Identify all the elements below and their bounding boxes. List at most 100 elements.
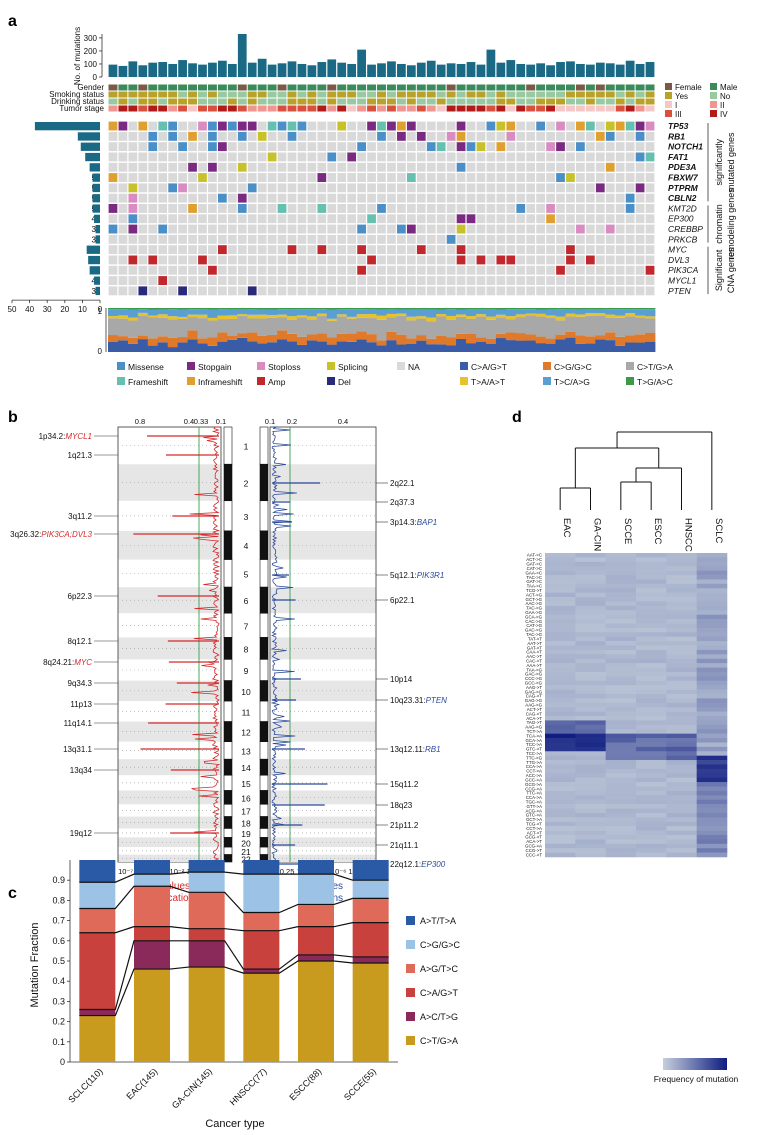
ideogram-right	[259, 530, 269, 560]
heatmap-cell	[636, 605, 667, 611]
mutation-cell	[227, 173, 237, 182]
mutation-cell	[347, 173, 357, 182]
mutation-cell	[307, 193, 317, 203]
heatmap-cell	[545, 570, 576, 576]
mutation-cell	[406, 276, 416, 285]
mutation-cell	[605, 224, 615, 234]
heatmap-cell	[696, 693, 728, 699]
mutation-cell	[397, 162, 406, 172]
spectrum-segment	[535, 343, 546, 352]
mutation-cell	[595, 286, 605, 296]
mutation-cell	[546, 286, 555, 296]
heatmap-cell	[575, 799, 606, 805]
mutation-cell	[337, 183, 347, 193]
spectrum-segment	[555, 334, 566, 340]
clinical-cell	[108, 84, 118, 91]
amp-peak-label: 11p13	[70, 700, 92, 709]
mutation-bar	[416, 62, 426, 77]
heatmap-cell	[575, 742, 606, 748]
heatmap-cell	[605, 711, 637, 717]
mutation-cell	[566, 214, 575, 224]
legend-label: Missense	[128, 362, 164, 372]
heatmap-cell	[605, 680, 637, 686]
mutation-cell	[546, 142, 555, 152]
spectrum-segment	[436, 335, 447, 345]
spectrum-segment	[475, 309, 487, 315]
spectrum-segment	[645, 318, 656, 334]
heatmap-cell	[636, 738, 667, 743]
mutation-cell	[138, 204, 148, 213]
heatmap-cell	[605, 799, 637, 805]
heatmap-cell	[575, 671, 606, 677]
spectrum-segment	[436, 344, 447, 352]
spectrum-segment	[356, 314, 367, 318]
mutation-cell	[218, 286, 227, 296]
mutation-cell	[128, 286, 138, 296]
spectrum-segment	[117, 318, 129, 337]
heatmap-cell	[666, 597, 697, 602]
legend-label: Splicing	[338, 362, 368, 372]
clinical-cell	[386, 98, 396, 105]
c-bar-segment	[134, 886, 170, 927]
mutation-bar	[337, 62, 347, 77]
mutation-cell	[476, 131, 486, 141]
spectrum-segment	[545, 308, 556, 310]
mutation-cell	[178, 183, 187, 193]
mutation-cell	[128, 265, 138, 275]
spectrum-segment	[227, 308, 238, 310]
ideogram-left	[223, 837, 233, 848]
spectrum-segment	[515, 314, 527, 318]
heatmap-cell	[636, 553, 667, 558]
mutation-cell	[337, 245, 347, 255]
mutation-cell	[317, 204, 327, 213]
mutation-cell	[576, 193, 585, 203]
mutation-cell	[585, 204, 595, 213]
heatmap-cell	[636, 724, 667, 730]
spectrum-segment	[267, 315, 278, 318]
clinical-cell	[546, 105, 556, 112]
mutation-cell	[576, 276, 585, 285]
amp-top-tick: 0.8	[135, 417, 145, 426]
spectrum-segment	[595, 308, 606, 310]
mutation-cell	[406, 193, 416, 203]
mutation-cell	[536, 142, 545, 152]
mutation-cell	[357, 183, 366, 193]
clinical-cell	[287, 84, 297, 91]
heatmap-cell	[666, 623, 697, 629]
spectrum-segment	[177, 309, 188, 317]
mutation-cell	[506, 173, 516, 182]
mutation-cell	[148, 173, 158, 182]
mutation-cell	[387, 131, 396, 141]
clinical-cell	[217, 98, 227, 105]
heatmap-cell	[605, 614, 637, 620]
heatmap-row-label: AAC->T	[526, 654, 542, 659]
spectrum-segment	[117, 309, 129, 316]
spectrum-segment	[217, 308, 228, 310]
mutation-cell	[526, 276, 536, 285]
clinical-cell	[357, 98, 367, 105]
mutation-cell	[556, 193, 565, 203]
gene-freq-bar	[80, 142, 100, 151]
ideogram-right	[259, 828, 269, 838]
spectrum-segment	[287, 316, 298, 320]
mutation-cell	[595, 193, 605, 203]
spectrum-segment	[615, 308, 626, 310]
spectrum-segment	[187, 330, 198, 340]
spectrum-segment	[396, 309, 407, 314]
mutation-cell	[168, 286, 178, 296]
heatmap-cell	[636, 671, 667, 677]
mutation-cell	[257, 214, 267, 224]
mutation-cell	[526, 173, 536, 182]
legend-label: C>G/G>C	[554, 362, 592, 372]
mutation-cell	[227, 193, 237, 203]
heatmap-cell	[545, 610, 576, 615]
mutation-cell	[466, 193, 476, 203]
ideogram-right	[259, 774, 269, 791]
clinical-cell	[227, 98, 237, 105]
spectrum-segment	[356, 317, 367, 332]
heatmap-cell	[696, 592, 728, 598]
ideogram-right	[259, 612, 269, 638]
spectrum-segment	[426, 338, 437, 345]
heatmap-cell	[696, 755, 728, 761]
spectrum-segment	[515, 308, 527, 310]
